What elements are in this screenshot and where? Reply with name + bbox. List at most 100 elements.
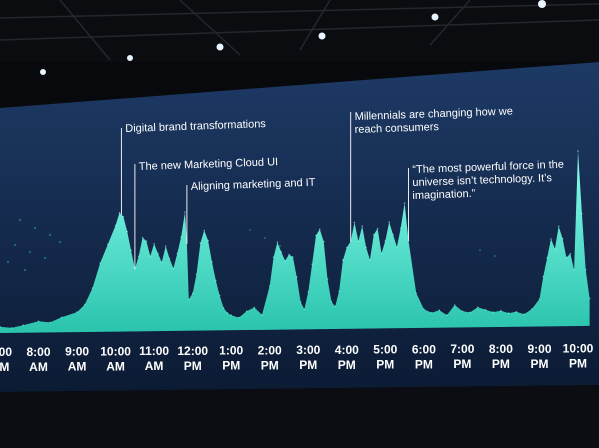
x-tick-ampm: AM: [0, 360, 9, 374]
data-point-72: [365, 246, 367, 249]
data-point-36: [207, 239, 209, 242]
x-tick-ampm: PM: [338, 358, 356, 372]
data-point-51: [284, 260, 286, 262]
data-point-47: [268, 285, 271, 287]
annotation-4: “The most powerful force in theuniverse …: [408, 159, 564, 241]
data-point-55: [299, 301, 302, 303]
x-tick-ampm: PM: [569, 357, 587, 371]
data-point-111: [581, 212, 583, 215]
data-point-61: [322, 240, 325, 243]
x-tick-time: 2:00: [258, 343, 282, 357]
data-point-10: [107, 243, 109, 245]
data-point-41: [226, 312, 229, 314]
data-point-1: [10, 327, 13, 329]
data-point-12: [118, 212, 121, 214]
data-point-20: [149, 255, 152, 257]
data-point-4: [49, 321, 51, 324]
data-point-77: [384, 240, 387, 242]
data-point-25: [168, 257, 171, 260]
x-tick-ampm: PM: [415, 358, 433, 372]
data-point-11: [114, 224, 117, 227]
x-tick-ampm: PM: [492, 357, 510, 371]
activity-area-series: [0, 151, 590, 333]
data-point-5: [60, 316, 63, 319]
data-point-101: [542, 275, 545, 278]
data-point-105: [557, 225, 560, 228]
annotation-text-line: reach consumers: [354, 121, 439, 136]
x-tick-ampm: PM: [376, 358, 394, 372]
data-point-43: [238, 316, 240, 319]
data-point-9: [99, 262, 101, 264]
data-point-74: [373, 234, 375, 236]
data-point-67: [346, 246, 348, 249]
data-point-32: [191, 292, 194, 295]
data-point-19: [145, 240, 148, 242]
data-point-89: [453, 304, 456, 306]
data-point-27: [176, 252, 179, 255]
x-tick-ampm: AM: [68, 360, 87, 374]
data-point-112: [584, 268, 587, 271]
x-tick-time: 9:00: [65, 345, 89, 359]
data-point-88: [446, 314, 448, 316]
data-point-110: [577, 150, 579, 152]
data-point-49: [276, 241, 279, 243]
data-point-65: [338, 290, 340, 293]
data-point-63: [330, 300, 333, 303]
x-tick-time: 6:00: [412, 343, 436, 357]
data-point-34: [199, 242, 202, 244]
x-tick-ampm: PM: [184, 359, 202, 373]
data-point-58: [311, 263, 313, 266]
data-point-92: [477, 306, 479, 309]
data-point-3: [37, 320, 40, 323]
ceiling-lights: [40, 0, 546, 75]
x-tick-time: 8:00: [26, 345, 50, 359]
x-tick-time: 10:00: [563, 342, 594, 356]
data-point-66: [342, 259, 344, 261]
annotation-text-line: Digital brand transformations: [125, 118, 266, 135]
data-point-31: [188, 298, 190, 301]
data-point-91: [469, 311, 471, 314]
data-point-113: [588, 297, 591, 300]
data-point-24: [164, 245, 167, 247]
data-point-40: [222, 307, 225, 309]
data-point-33: [195, 273, 198, 276]
data-point-2: [22, 324, 24, 327]
data-point-29: [184, 211, 186, 213]
data-point-0: [0, 326, 1, 328]
x-tick-time: 1:00: [219, 344, 243, 358]
data-point-90: [461, 310, 464, 313]
data-point-38: [215, 279, 217, 282]
x-tick-time: 11:00: [139, 344, 169, 358]
data-point-18: [141, 236, 144, 239]
data-point-26: [172, 267, 175, 270]
stage-floor: [0, 385, 599, 448]
data-point-64: [334, 305, 337, 308]
data-point-69: [353, 221, 356, 224]
data-point-53: [292, 256, 294, 258]
data-point-57: [307, 291, 310, 293]
x-tick-time: 7:00: [0, 345, 12, 359]
data-point-62: [326, 278, 329, 280]
screen-glow-dots: [6, 218, 496, 272]
data-point-54: [295, 276, 298, 278]
x-tick-time: 10:00: [100, 344, 131, 358]
x-tick-time: 5:00: [373, 343, 397, 357]
data-point-108: [569, 252, 572, 255]
data-point-73: [369, 259, 371, 261]
data-point-99: [531, 308, 533, 310]
data-point-86: [430, 312, 433, 314]
data-point-93: [484, 308, 487, 311]
data-point-60: [319, 228, 321, 230]
ceiling-truss: [0, 0, 599, 61]
